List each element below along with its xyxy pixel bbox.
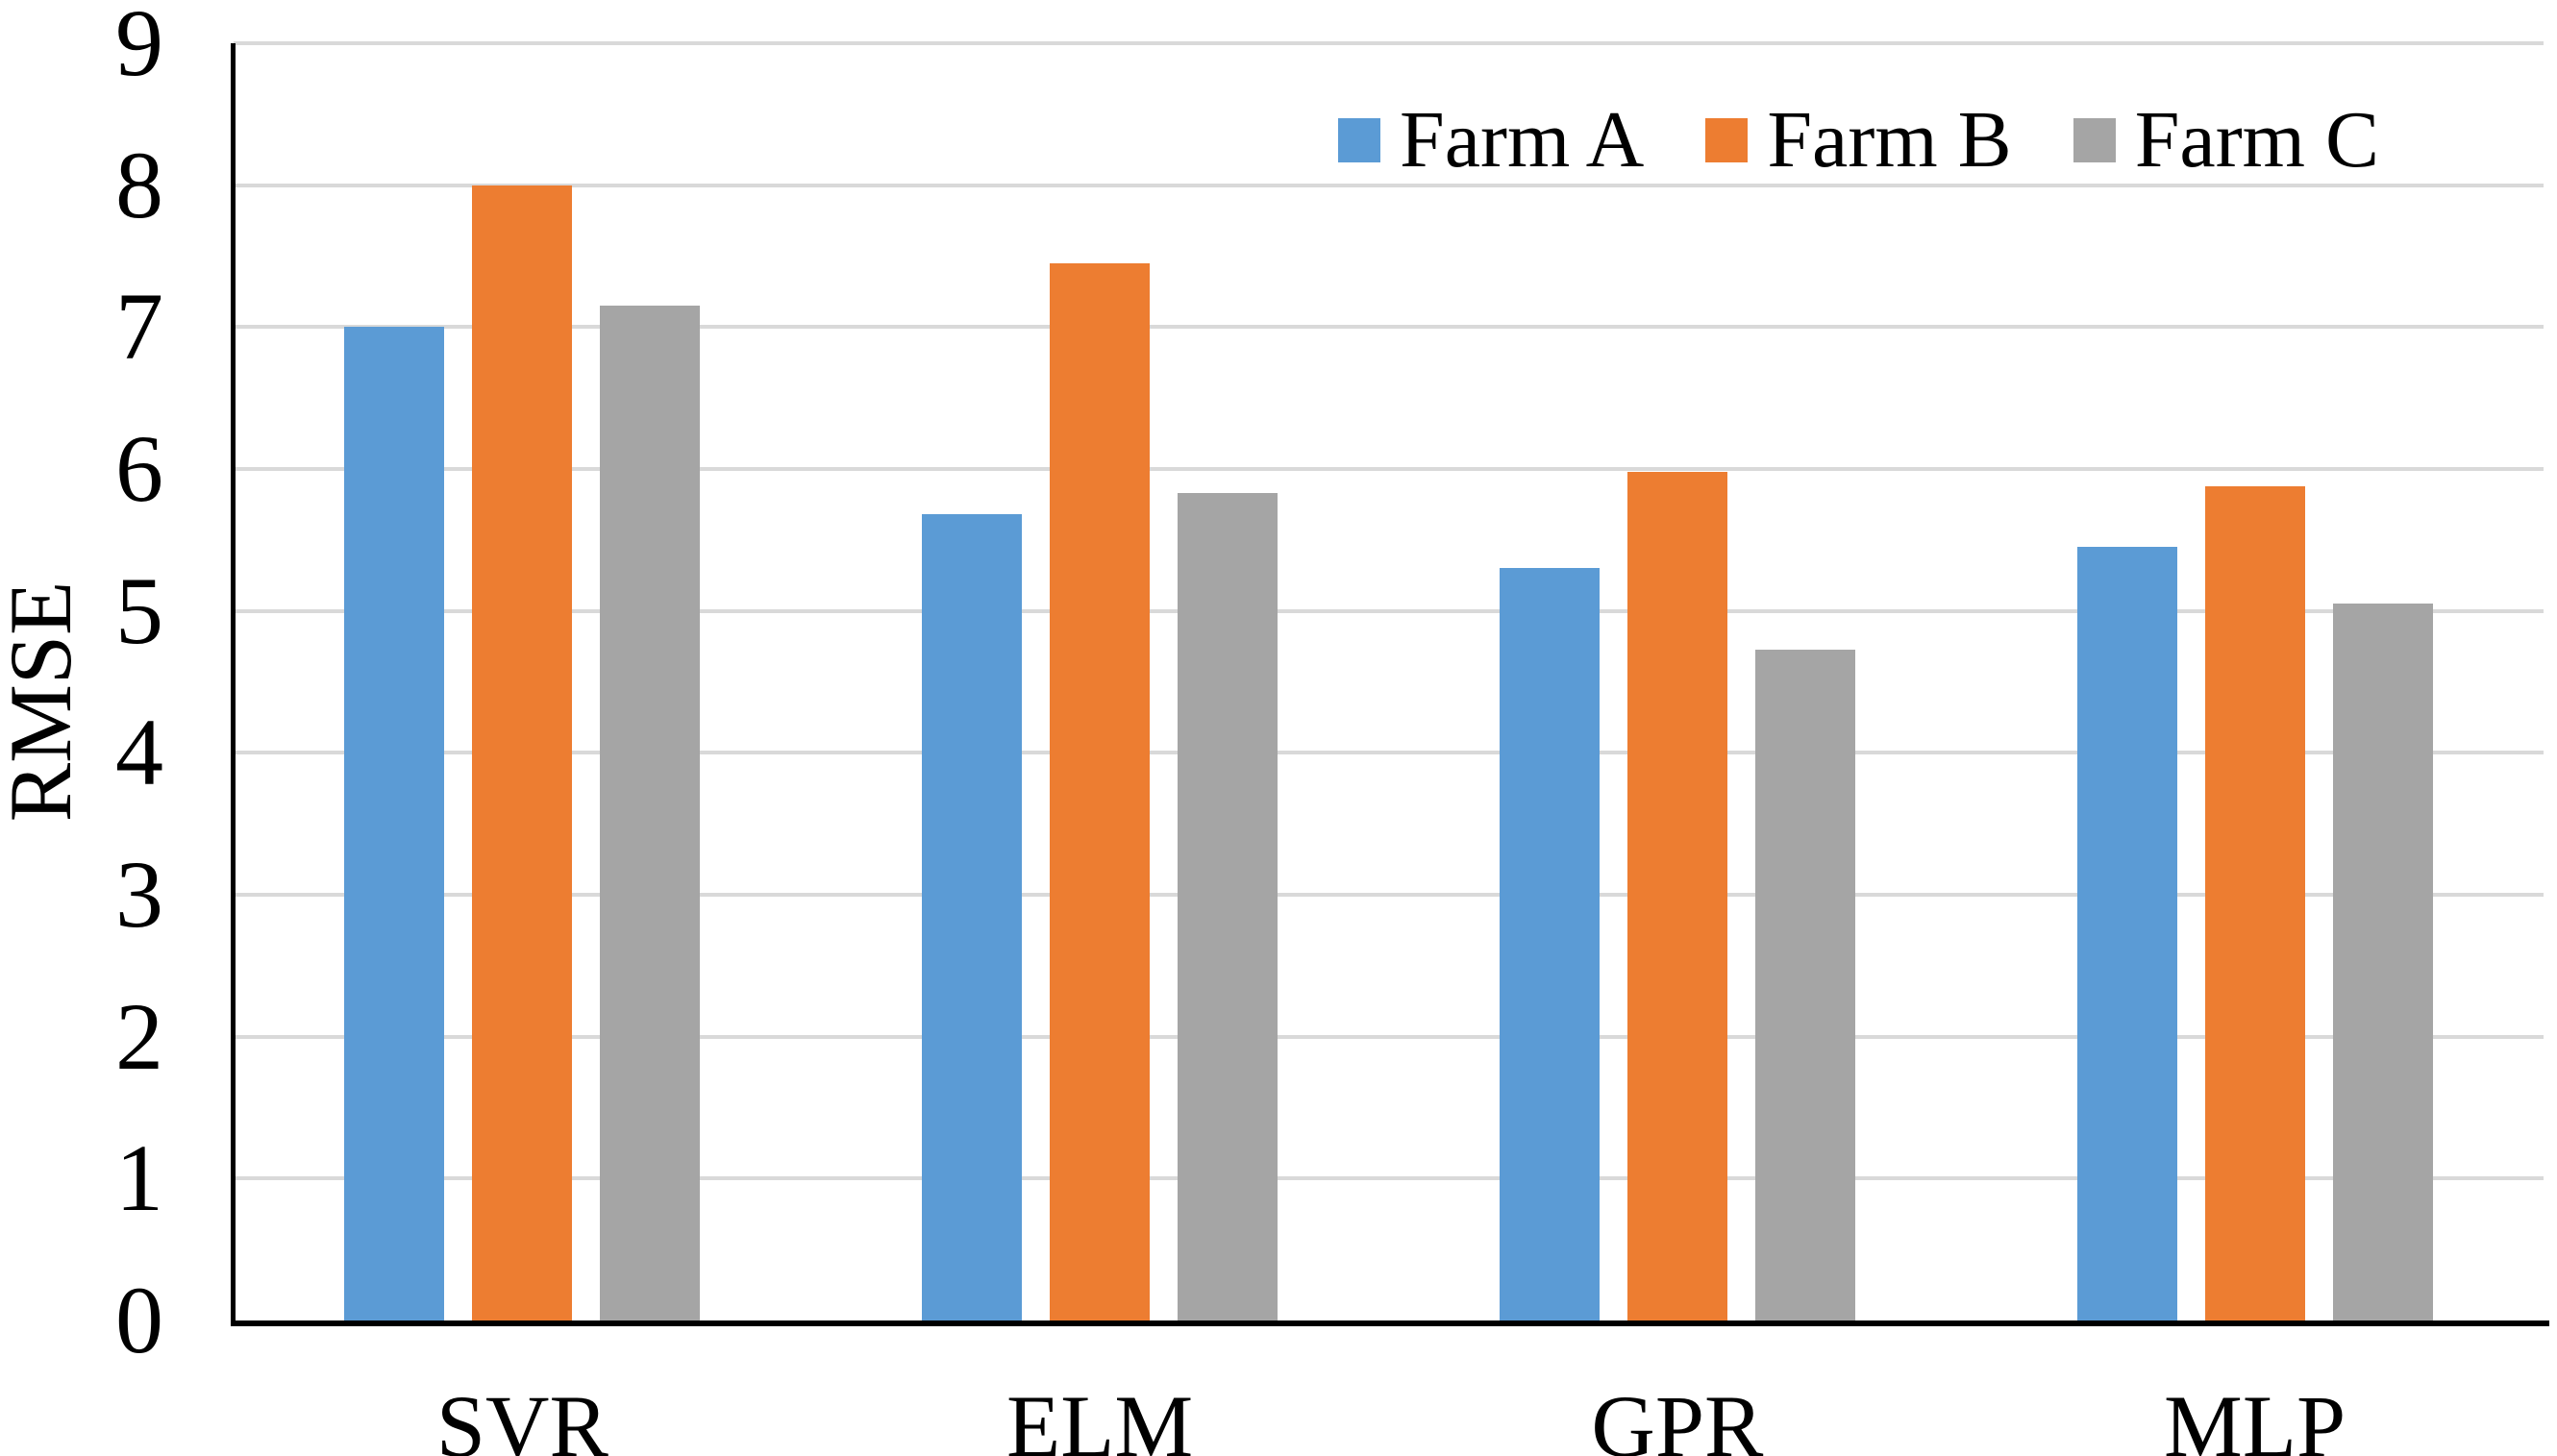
gridline-y-7 xyxy=(234,325,2544,330)
y-tick-label-7: 7 xyxy=(115,273,163,381)
x-category-label-mlp: MLP xyxy=(2164,1377,2346,1456)
legend-item-farm-a: Farm A xyxy=(1338,100,1644,181)
bar-farm-b-svr xyxy=(472,185,573,1320)
legend-item-farm-b: Farm B xyxy=(1705,95,2012,185)
legend-label-farm-b: Farm B xyxy=(1767,95,2012,185)
x-category-label-svr: SVR xyxy=(435,1377,608,1456)
legend-swatch-farm-b xyxy=(1705,118,1749,162)
y-tick-label-3: 3 xyxy=(115,841,163,948)
bar-farm-c-svr xyxy=(600,306,701,1320)
bar-farm-b-elm xyxy=(1050,262,1151,1320)
x-category-label-gpr: GPR xyxy=(1591,1377,1764,1456)
gridline-y-2 xyxy=(234,1034,2544,1039)
gridline-y-3 xyxy=(234,893,2544,897)
gridline-y-6 xyxy=(234,467,2544,471)
gridline-y-8 xyxy=(234,183,2544,187)
y-tick-label-1: 1 xyxy=(115,1124,163,1232)
legend: Farm A Farm B Farm C xyxy=(1338,100,2379,181)
bar-farm-b-gpr xyxy=(1626,471,1727,1320)
legend-swatch-farm-c xyxy=(2073,118,2116,162)
gridline-y-4 xyxy=(234,751,2544,755)
bar-farm-a-svr xyxy=(344,327,445,1320)
y-tick-label-5: 5 xyxy=(115,556,163,664)
y-axis-line xyxy=(231,43,236,1326)
bar-farm-a-mlp xyxy=(2076,547,2177,1320)
gridline-y-1 xyxy=(234,1176,2544,1181)
x-axis-line xyxy=(231,1320,2549,1326)
legend-item-farm-c: Farm C xyxy=(2073,100,2379,181)
bar-farm-c-elm xyxy=(1178,493,1278,1320)
y-tick-label-9: 9 xyxy=(115,0,163,96)
bar-farm-b-mlp xyxy=(2204,485,2305,1320)
gridline-y-9 xyxy=(234,41,2544,45)
y-tick-label-6: 6 xyxy=(115,415,163,522)
bar-farm-c-mlp xyxy=(2332,604,2433,1320)
bar-farm-c-gpr xyxy=(1754,649,1855,1320)
bar-farm-a-elm xyxy=(922,514,1023,1320)
y-tick-label-2: 2 xyxy=(115,982,163,1090)
legend-label-farm-c: Farm C xyxy=(2134,95,2380,185)
y-tick-label-8: 8 xyxy=(115,131,163,238)
bar-farm-a-gpr xyxy=(1499,568,1600,1320)
gridline-y-5 xyxy=(234,608,2544,613)
legend-label-farm-a: Farm A xyxy=(1400,95,1645,185)
y-tick-label-4: 4 xyxy=(115,699,163,806)
legend-swatch-farm-a xyxy=(1338,118,1380,162)
y-tick-label-0: 0 xyxy=(115,1267,163,1373)
x-category-label-elm: ELM xyxy=(1006,1377,1194,1456)
